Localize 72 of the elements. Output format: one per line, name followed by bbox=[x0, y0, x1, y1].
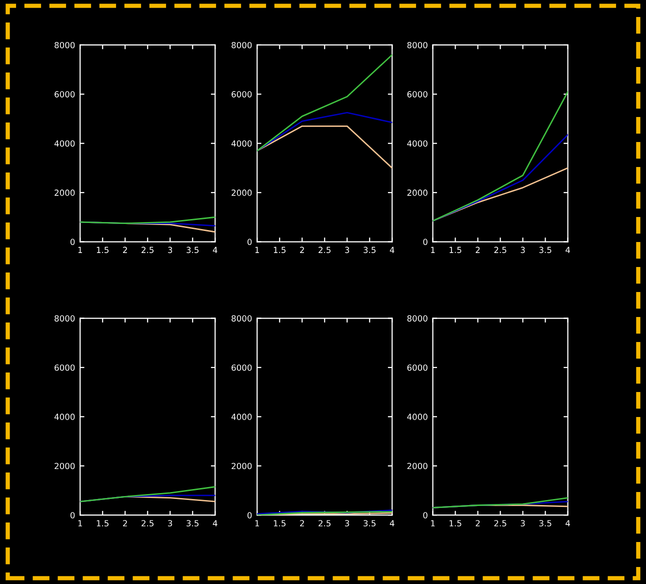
y-tick-label: 0 bbox=[70, 238, 75, 246]
x-tick-label: 2.5 bbox=[494, 246, 506, 254]
x-tick-label: 2.5 bbox=[142, 246, 154, 254]
y-tick-label: 6000 bbox=[232, 364, 252, 371]
y-tick-label: 2000 bbox=[232, 190, 252, 196]
y-tick-label: 4000 bbox=[231, 140, 252, 147]
x-tick-label: 1.5 bbox=[450, 246, 462, 254]
x-tick-label: 3.5 bbox=[539, 520, 552, 526]
y-tick-label: 6000 bbox=[54, 91, 75, 98]
x-tick-label: 2.5 bbox=[318, 246, 331, 254]
y-tick-label: 8000 bbox=[232, 315, 252, 322]
x-tick-label: 3 bbox=[168, 520, 172, 526]
x-tick-label: 4 bbox=[566, 246, 570, 253]
y-tick-label: 4000 bbox=[54, 140, 75, 147]
x-tick-label: 4 bbox=[390, 246, 394, 253]
x-tick-label: 4 bbox=[566, 520, 570, 526]
x-tick-label: 3 bbox=[345, 246, 350, 254]
y-tick-label: 2000 bbox=[54, 462, 75, 470]
x-tick-label: 3 bbox=[345, 520, 350, 526]
y-tick-label: 2000 bbox=[54, 190, 75, 196]
x-tick-label: 4 bbox=[212, 520, 218, 526]
y-tick-label: 8000 bbox=[54, 315, 75, 322]
y-tick-label: 2000 bbox=[407, 462, 428, 470]
x-tick-label: 2 bbox=[476, 520, 480, 526]
x-tick-label: 1 bbox=[431, 246, 435, 253]
x-tick-label: 3.5 bbox=[186, 246, 199, 254]
y-tick-label: 4000 bbox=[231, 414, 252, 420]
y-tick-label: 6000 bbox=[232, 91, 252, 98]
x-tick-label: 3.5 bbox=[186, 520, 199, 526]
x-tick-label: 1 bbox=[255, 520, 259, 526]
x-tick-label: 3.5 bbox=[364, 520, 376, 526]
x-tick-label: 1 bbox=[78, 246, 82, 253]
x-tick-label: 2 bbox=[476, 246, 480, 253]
y-tick-label: 8000 bbox=[407, 315, 428, 322]
x-tick-label: 1 bbox=[431, 520, 435, 526]
x-tick-label: 2 bbox=[300, 246, 304, 253]
y-tick-label: 4000 bbox=[407, 414, 428, 420]
y-tick-label: 0 bbox=[247, 512, 252, 518]
y-tick-label: 0 bbox=[247, 238, 252, 246]
y-tick-label: 2000 bbox=[407, 190, 428, 196]
y-tick-label: 6000 bbox=[54, 364, 75, 371]
y-tick-label: 0 bbox=[423, 512, 428, 518]
x-tick-label: 2 bbox=[123, 246, 127, 253]
x-tick-label: 1.5 bbox=[450, 520, 462, 526]
y-tick-label: 6000 bbox=[407, 91, 428, 98]
x-tick-label: 1.5 bbox=[274, 246, 286, 254]
x-tick-label: 3.5 bbox=[539, 246, 552, 254]
x-tick-label: 2 bbox=[300, 520, 304, 526]
x-tick-label: 2 bbox=[123, 520, 127, 526]
y-tick-label: 0 bbox=[423, 238, 428, 246]
y-tick-label: 4000 bbox=[54, 414, 75, 420]
x-tick-label: 2.5 bbox=[318, 520, 331, 526]
x-tick-label: 1 bbox=[255, 246, 259, 253]
x-tick-label: 2.5 bbox=[142, 520, 154, 526]
y-tick-label: 4000 bbox=[407, 140, 428, 147]
y-tick-label: 0 bbox=[70, 512, 75, 518]
y-tick-label: 8000 bbox=[407, 42, 428, 48]
x-tick-label: 1.5 bbox=[274, 520, 286, 526]
x-tick-label: 4 bbox=[390, 520, 394, 526]
x-tick-label: 1 bbox=[78, 520, 82, 526]
x-tick-label: 1.5 bbox=[96, 246, 109, 254]
x-tick-label: 3 bbox=[520, 520, 525, 526]
y-tick-label: 8000 bbox=[54, 42, 75, 48]
x-tick-label: 4 bbox=[212, 246, 218, 253]
x-tick-label: 3.5 bbox=[364, 246, 376, 254]
y-tick-label: 8000 bbox=[232, 42, 252, 48]
x-tick-label: 1.5 bbox=[96, 520, 109, 526]
y-tick-label: 2000 bbox=[232, 462, 252, 470]
x-tick-label: 3 bbox=[520, 246, 525, 254]
y-tick-label: 6000 bbox=[407, 364, 428, 371]
x-tick-label: 2.5 bbox=[494, 520, 506, 526]
x-tick-label: 3 bbox=[168, 246, 172, 254]
